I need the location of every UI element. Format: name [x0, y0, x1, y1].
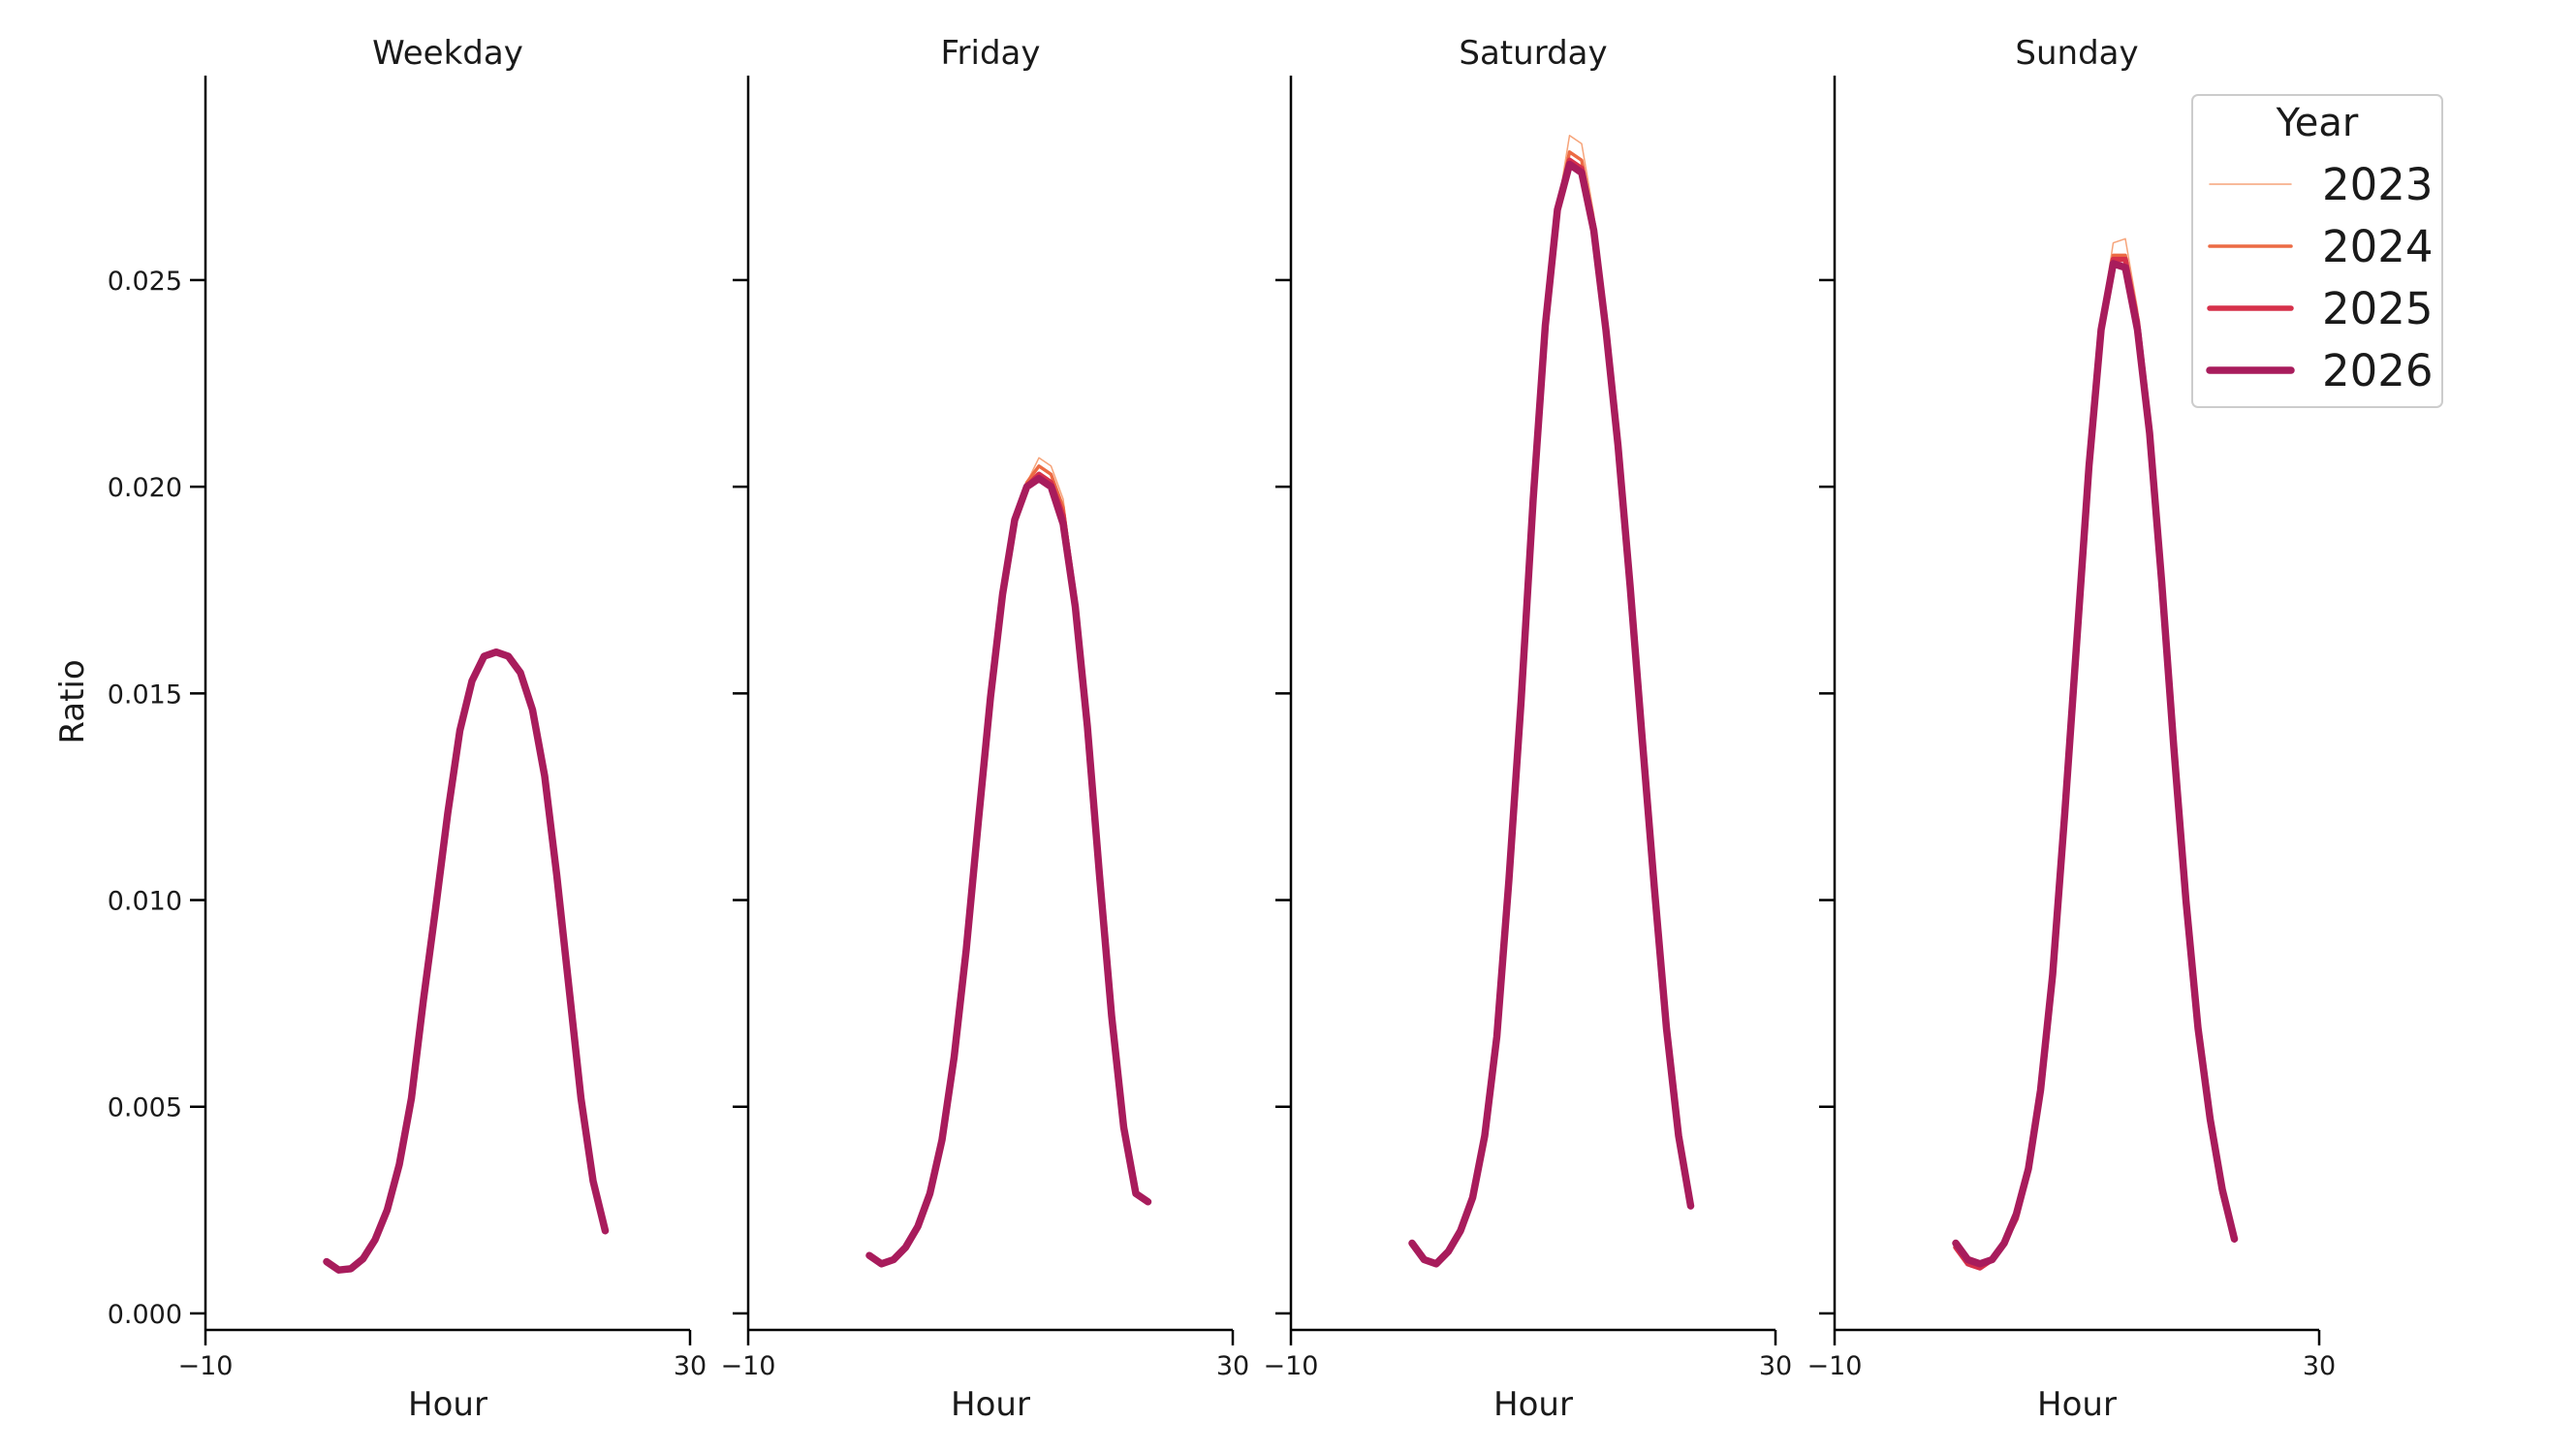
y-axis-title: Ratio — [53, 659, 92, 743]
panel-title: Saturday — [1459, 34, 1607, 73]
panel-weekday: Weekday 0.000 0.005 0.010 0.015 0.020 0.025 −10… — [108, 34, 707, 1424]
y-tick-label: 0.010 — [108, 887, 182, 917]
panel-title: Weekday — [372, 34, 523, 73]
series-line-2024 — [867, 464, 1150, 1266]
y-tick-label: 0.000 — [108, 1300, 182, 1330]
x-tick-label: 30 — [674, 1351, 707, 1381]
panel-friday: Friday −10 30 Hour — [721, 34, 1250, 1424]
series-line-2023 — [1411, 134, 1692, 1265]
legend-box — [2191, 94, 2443, 408]
series-line-2026 — [865, 474, 1152, 1268]
series-line-2026 — [323, 648, 610, 1274]
panels: Weekday 0.000 0.005 0.010 0.015 0.020 0.025 −10… — [108, 34, 2336, 1424]
x-tick-label: 30 — [1216, 1351, 1249, 1381]
x-tick-label: 30 — [1759, 1351, 1792, 1381]
x-tick-label: −10 — [721, 1351, 776, 1381]
series-line-2025 — [1409, 157, 1694, 1267]
legend-label-2023: 2023 — [2322, 159, 2434, 210]
x-tick-label: −10 — [1807, 1351, 1863, 1381]
legend-label-2026: 2026 — [2322, 345, 2434, 396]
legend-title: Year — [2276, 101, 2359, 145]
legend-label-2025: 2025 — [2322, 283, 2434, 334]
series-line-2026 — [1408, 160, 1695, 1268]
x-tick-label: −10 — [178, 1351, 234, 1381]
y-tick-label: 0.005 — [108, 1093, 182, 1123]
panel-saturday: Saturday −10 30 Hour — [1264, 34, 1793, 1424]
x-axis-title: Hour — [951, 1385, 1030, 1424]
x-axis-title: Hour — [408, 1385, 487, 1424]
series-line-2025 — [866, 471, 1151, 1267]
panel-title: Sunday — [2015, 34, 2138, 73]
x-tick-label: 30 — [2303, 1351, 2336, 1381]
x-tick-label: −10 — [1264, 1351, 1319, 1381]
legend-label-2024: 2024 — [2322, 221, 2434, 272]
series-line-2024 — [1410, 150, 1693, 1266]
y-tick-label: 0.025 — [108, 267, 182, 297]
x-axis-title: Hour — [1493, 1385, 1573, 1424]
series-line-2026 — [1952, 260, 2239, 1268]
legend: Year 2023 2024 2025 2026 — [2191, 94, 2443, 408]
x-axis-title: Hour — [2037, 1385, 2117, 1424]
panel-sunday: Sunday −10 30 Hour — [1807, 34, 2337, 1424]
y-tick-label: 0.020 — [108, 473, 182, 503]
y-tick-label: 0.015 — [108, 680, 182, 710]
panel-title: Friday — [940, 34, 1040, 73]
